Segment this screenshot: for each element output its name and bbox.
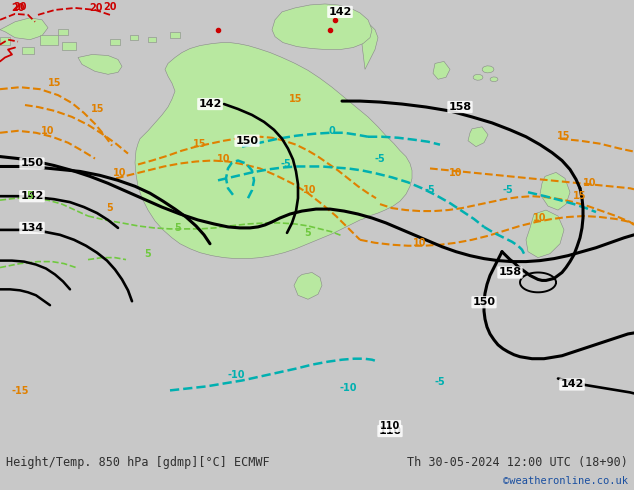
- Text: 134: 134: [20, 223, 44, 233]
- Text: 110: 110: [380, 421, 400, 431]
- Text: 15: 15: [91, 104, 105, 114]
- Polygon shape: [490, 77, 498, 82]
- Text: Th 30-05-2024 12:00 UTC (18+90): Th 30-05-2024 12:00 UTC (18+90): [407, 456, 628, 468]
- Polygon shape: [294, 272, 322, 299]
- Polygon shape: [78, 54, 122, 74]
- Text: 15: 15: [289, 94, 303, 104]
- Polygon shape: [170, 32, 180, 38]
- Text: 158: 158: [448, 102, 472, 112]
- Text: -15: -15: [11, 387, 29, 396]
- Text: 10: 10: [41, 126, 55, 136]
- Text: 10: 10: [113, 169, 127, 178]
- Text: -5: -5: [375, 153, 385, 164]
- Polygon shape: [272, 4, 372, 49]
- Text: 110: 110: [378, 426, 401, 436]
- Text: 5: 5: [174, 223, 181, 233]
- Text: 10: 10: [533, 213, 547, 223]
- Text: 20: 20: [11, 3, 25, 13]
- Text: 5: 5: [107, 203, 113, 213]
- Text: -10: -10: [339, 384, 357, 393]
- Text: -5: -5: [281, 159, 292, 170]
- Text: Height/Temp. 850 hPa [gdmp][°C] ECMWF: Height/Temp. 850 hPa [gdmp][°C] ECMWF: [6, 456, 270, 468]
- Polygon shape: [40, 35, 58, 45]
- Polygon shape: [473, 74, 483, 80]
- Text: 150: 150: [235, 136, 259, 146]
- Polygon shape: [468, 127, 488, 147]
- Text: 0: 0: [328, 126, 335, 136]
- Text: 5: 5: [304, 228, 311, 238]
- Text: 142: 142: [560, 379, 584, 390]
- Polygon shape: [148, 37, 156, 42]
- Text: 150: 150: [472, 297, 496, 307]
- Text: 10: 10: [450, 169, 463, 178]
- Polygon shape: [62, 42, 76, 49]
- Polygon shape: [130, 35, 138, 40]
- Text: 142: 142: [328, 7, 352, 17]
- Polygon shape: [362, 25, 378, 70]
- Polygon shape: [482, 66, 494, 73]
- Text: -10: -10: [227, 369, 245, 380]
- Text: -5: -5: [425, 185, 436, 195]
- Text: 5: 5: [27, 191, 34, 201]
- Text: 142: 142: [20, 191, 44, 201]
- Text: -5: -5: [435, 377, 445, 388]
- Polygon shape: [135, 43, 412, 259]
- Text: 20: 20: [103, 2, 117, 12]
- Polygon shape: [526, 210, 564, 258]
- Text: -5: -5: [503, 185, 514, 195]
- Polygon shape: [58, 29, 68, 35]
- Text: 10: 10: [303, 185, 317, 195]
- Text: 10: 10: [217, 153, 231, 164]
- Text: 20: 20: [89, 3, 103, 13]
- Text: 142: 142: [198, 99, 222, 109]
- Text: 10: 10: [413, 238, 427, 248]
- Text: 15: 15: [573, 191, 586, 201]
- Polygon shape: [540, 172, 570, 210]
- Text: 5: 5: [145, 248, 152, 259]
- Text: 15: 15: [557, 131, 571, 141]
- Text: 15: 15: [48, 78, 61, 88]
- Text: 158: 158: [498, 268, 522, 277]
- Text: 15: 15: [193, 139, 207, 148]
- Polygon shape: [0, 37, 10, 45]
- Text: 10: 10: [583, 178, 597, 188]
- Text: 150: 150: [20, 158, 44, 169]
- Text: 20: 20: [13, 2, 27, 12]
- Text: ©weatheronline.co.uk: ©weatheronline.co.uk: [503, 476, 628, 487]
- Polygon shape: [433, 61, 450, 79]
- Polygon shape: [22, 47, 34, 53]
- Polygon shape: [110, 39, 120, 45]
- Polygon shape: [0, 18, 48, 40]
